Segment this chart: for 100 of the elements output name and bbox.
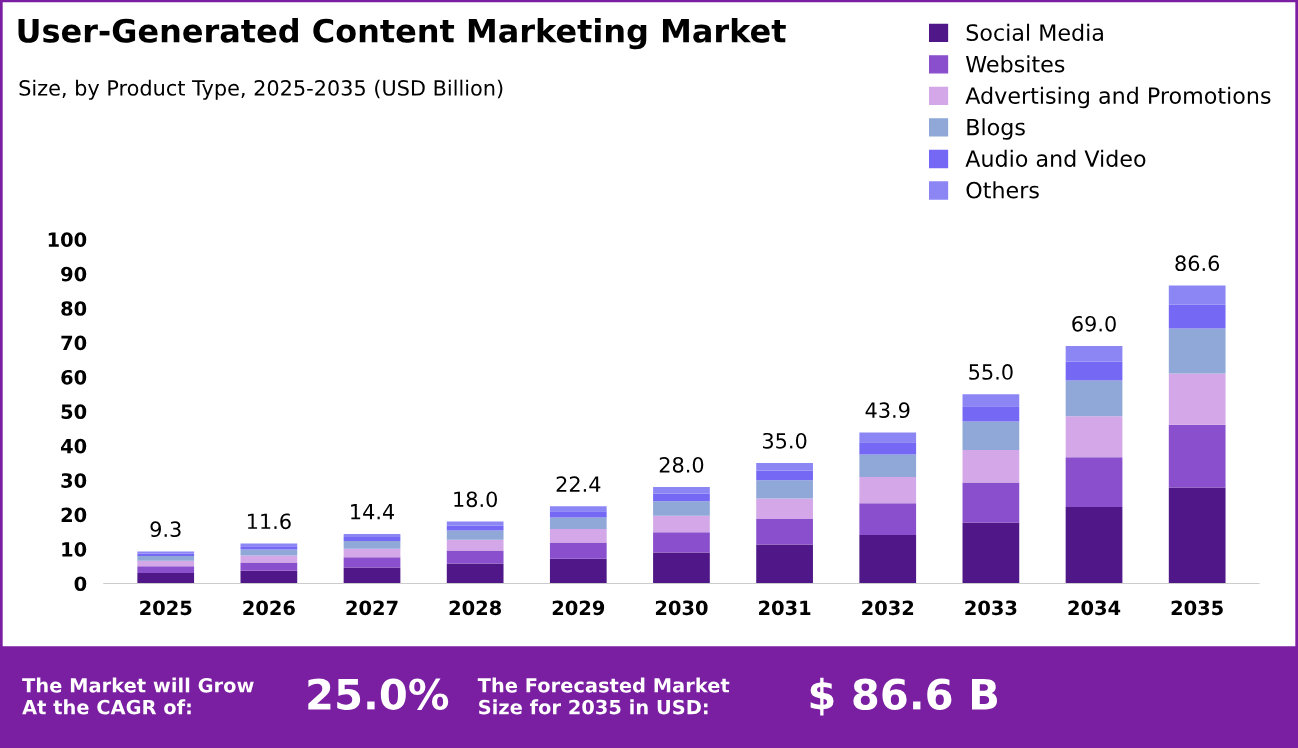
bar: [1065, 507, 1123, 584]
total-label: 35.0: [762, 432, 807, 449]
bar: [549, 511, 607, 518]
bar: [1168, 487, 1226, 584]
y-tick-label: 80: [61, 301, 87, 316]
bar: [859, 503, 917, 535]
bar: [549, 517, 607, 530]
bar: [446, 539, 504, 551]
total-label: 28.0: [659, 456, 704, 473]
bar: [962, 421, 1020, 450]
x-tick-label: 2031: [759, 600, 811, 616]
y-tick-label: 90: [61, 266, 87, 282]
bar: [859, 477, 917, 504]
x-tick-label: 2033: [965, 600, 1017, 616]
x-tick-label: 2030: [655, 600, 708, 616]
chart-subtitle: Size, by Product Type, 2025-2035 (USD Billion): [19, 79, 503, 100]
bar: [756, 498, 813, 520]
x-tick-label: 2035: [1171, 600, 1223, 616]
legend-label: Audio and Video: [965, 149, 1146, 167]
bar: [653, 493, 710, 502]
x-tick-label: 2027: [346, 600, 398, 616]
bar: [137, 555, 195, 561]
bar: [343, 557, 401, 568]
bar: [1065, 346, 1123, 362]
bar: [240, 570, 298, 584]
text: The Forecasted Market Size for 2035 in USD:: [477, 677, 730, 715]
bar: [549, 506, 607, 512]
bar: [343, 548, 401, 558]
y-tick-label: 20: [61, 507, 87, 523]
total-label: 43.9: [865, 402, 910, 419]
bar: [343, 567, 401, 584]
total-label: 22.4: [556, 476, 601, 492]
bar: [240, 549, 298, 556]
bar: [549, 542, 607, 559]
legend-label: Blogs: [967, 118, 1025, 140]
bar: [1065, 380, 1123, 417]
legend-label: Websites: [965, 55, 1065, 73]
bar: [137, 566, 195, 574]
bar: [653, 532, 710, 553]
total-label: 69.0: [1072, 315, 1116, 332]
bar: [446, 530, 504, 540]
x-tick-label: 2026: [243, 600, 295, 616]
bar: [137, 560, 195, 567]
y-tick-label: 10: [62, 541, 87, 557]
x-tick-label: 2025: [140, 600, 192, 616]
bar: [1168, 304, 1226, 329]
legend-label: Social Media: [966, 23, 1103, 41]
bar: [240, 562, 298, 571]
bar: [859, 432, 917, 443]
bar: [756, 463, 813, 471]
bar: [1168, 328, 1226, 374]
bar: [1065, 457, 1123, 508]
y-tick-label: 60: [61, 369, 87, 385]
bar: [653, 552, 710, 584]
bar: [962, 406, 1020, 422]
bar: [653, 501, 710, 516]
bar: [343, 536, 401, 542]
bar: [137, 573, 195, 584]
bar: [859, 442, 917, 455]
total-label: 55.0: [969, 364, 1013, 380]
bar: [446, 563, 504, 584]
total-label: 18.0: [454, 491, 497, 508]
bar: [962, 522, 1020, 584]
legend-label: Others: [966, 181, 1039, 199]
bar: [1168, 424, 1226, 488]
total-label: 9.3: [150, 521, 181, 538]
bar: [446, 521, 504, 526]
total-label: 86.6: [1175, 255, 1220, 272]
bar: [756, 480, 813, 499]
text: 25.0%: [308, 678, 449, 710]
bar: [756, 544, 813, 584]
bar: [1168, 373, 1226, 425]
text: The Market will Grow At the CAGR of:: [22, 677, 254, 715]
bar: [549, 558, 607, 584]
bar: [756, 519, 813, 545]
bar: [756, 470, 813, 481]
y-tick-label: 70: [61, 335, 87, 351]
text: $ 86.6 B: [810, 677, 997, 716]
y-tick-label: 0: [74, 576, 87, 592]
bar: [549, 529, 607, 543]
chart-title: User-Generated Content Marketing Market: [18, 18, 786, 50]
x-tick-label: 2032: [862, 600, 914, 616]
bar: [962, 449, 1020, 483]
bar: [653, 487, 710, 494]
bar: [859, 534, 917, 584]
y-tick-label: 30: [61, 473, 87, 488]
total-label: 14.4: [351, 504, 395, 520]
bar: [1065, 416, 1123, 458]
x-tick-label: 2034: [1068, 600, 1121, 616]
bar: [446, 550, 504, 564]
bar: [653, 515, 710, 533]
y-tick-label: 40: [60, 438, 87, 454]
bar: [343, 533, 401, 537]
total-label: 11.6: [247, 513, 291, 530]
bar: [343, 541, 401, 549]
legend-label: Advertising and Promotions: [965, 86, 1271, 109]
x-tick-label: 2029: [552, 600, 605, 616]
x-tick-label: 2028: [449, 600, 502, 616]
y-tick-label: 50: [61, 404, 87, 420]
bar: [962, 482, 1020, 523]
